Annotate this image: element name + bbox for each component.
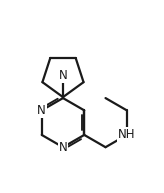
Text: N: N (59, 69, 67, 82)
Text: NH: NH (118, 128, 135, 141)
Text: N: N (37, 104, 46, 117)
Text: N: N (59, 141, 67, 154)
